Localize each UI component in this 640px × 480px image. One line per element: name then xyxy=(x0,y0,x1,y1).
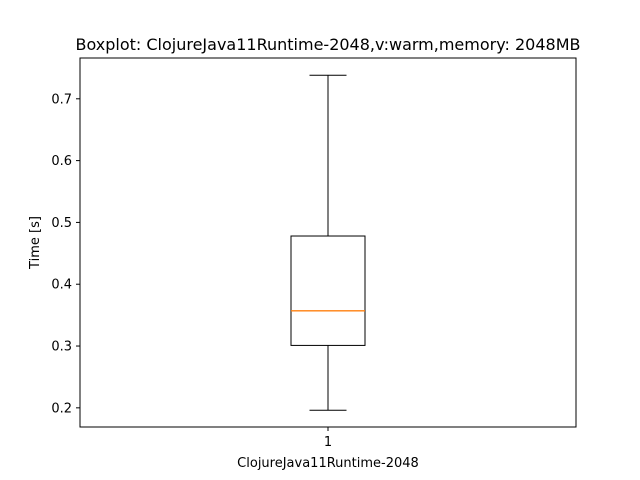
y-tick-label: 0.6 xyxy=(51,154,72,169)
y-tick-label: 0.7 xyxy=(51,92,72,107)
x-axis-label: ClojureJava11Runtime-2048 xyxy=(237,456,419,471)
interquartile-box xyxy=(290,235,366,346)
x-axis: 1 xyxy=(324,427,332,450)
chart-title: Boxplot: ClojureJava11Runtime-2048,v:war… xyxy=(75,35,580,54)
y-tick-label: 0.5 xyxy=(51,216,72,231)
x-tick-label: 1 xyxy=(324,435,332,450)
y-tick-label: 0.4 xyxy=(51,278,72,293)
y-tick-label: 0.3 xyxy=(51,340,72,355)
y-axis: 0.2 0.3 0.4 0.5 0.6 0.7 xyxy=(51,92,80,416)
box-group xyxy=(290,74,366,411)
y-tick-label: 0.2 xyxy=(51,401,72,416)
box-series xyxy=(290,74,366,411)
y-axis-label: Time [s] xyxy=(28,216,43,270)
